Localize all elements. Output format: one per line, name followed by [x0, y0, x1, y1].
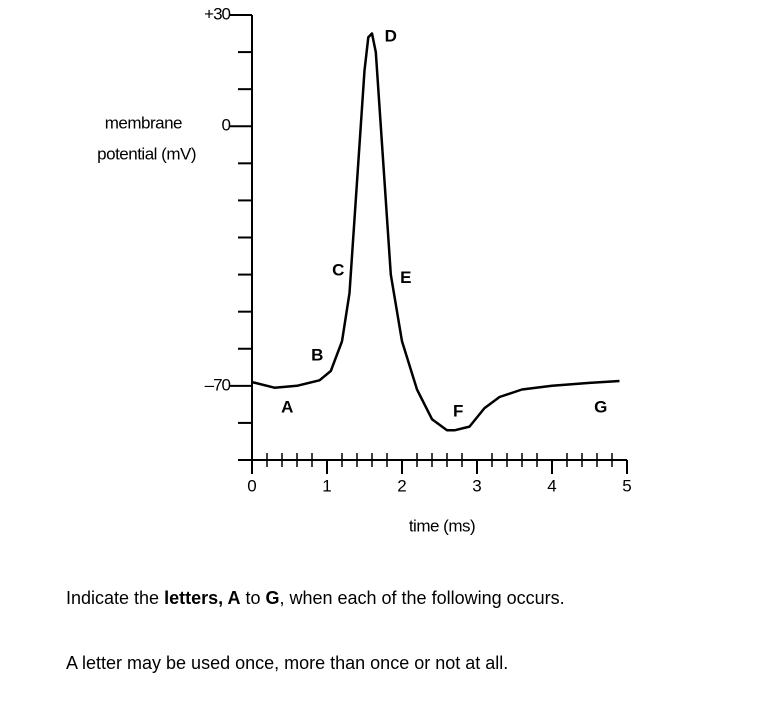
- x-axis-label: time (ms): [409, 516, 475, 535]
- annotation: C: [332, 260, 344, 279]
- x-tick-label: 1: [322, 476, 331, 495]
- annotation: B: [311, 346, 323, 365]
- bold-text: letters, A: [164, 588, 241, 608]
- text: , when each of the following occurs.: [279, 588, 565, 608]
- x-tick-label: 0: [247, 476, 256, 495]
- annotation: E: [400, 268, 411, 287]
- bold-text: G: [265, 588, 280, 608]
- x-tick-label: 3: [472, 476, 481, 495]
- text: Indicate the: [66, 588, 165, 608]
- annotation: A: [281, 398, 293, 417]
- annotation: G: [594, 398, 607, 417]
- question-note: A letter may be used once, more than onc…: [66, 653, 509, 673]
- chart: +30 0 –70 0 1 2 3 4 5 membrane potential (mV) time …: [97, 4, 632, 535]
- annotation: F: [453, 401, 463, 420]
- y-axis-label: membrane: [105, 113, 182, 132]
- y-tick-label: +30: [204, 4, 230, 23]
- curve: [251, 32, 620, 432]
- y-axis-label: potential (mV): [97, 144, 196, 163]
- x-tick-label: 4: [547, 476, 556, 495]
- text: to: [240, 588, 266, 608]
- question-line: Indicate the letters, A to G, when each …: [66, 588, 565, 609]
- x-tick-label: 5: [622, 476, 631, 495]
- y-tick-label: –70: [205, 375, 231, 394]
- x-tick-label: 2: [397, 476, 406, 495]
- annotation: D: [385, 27, 397, 46]
- y-tick-label: 0: [222, 116, 231, 135]
